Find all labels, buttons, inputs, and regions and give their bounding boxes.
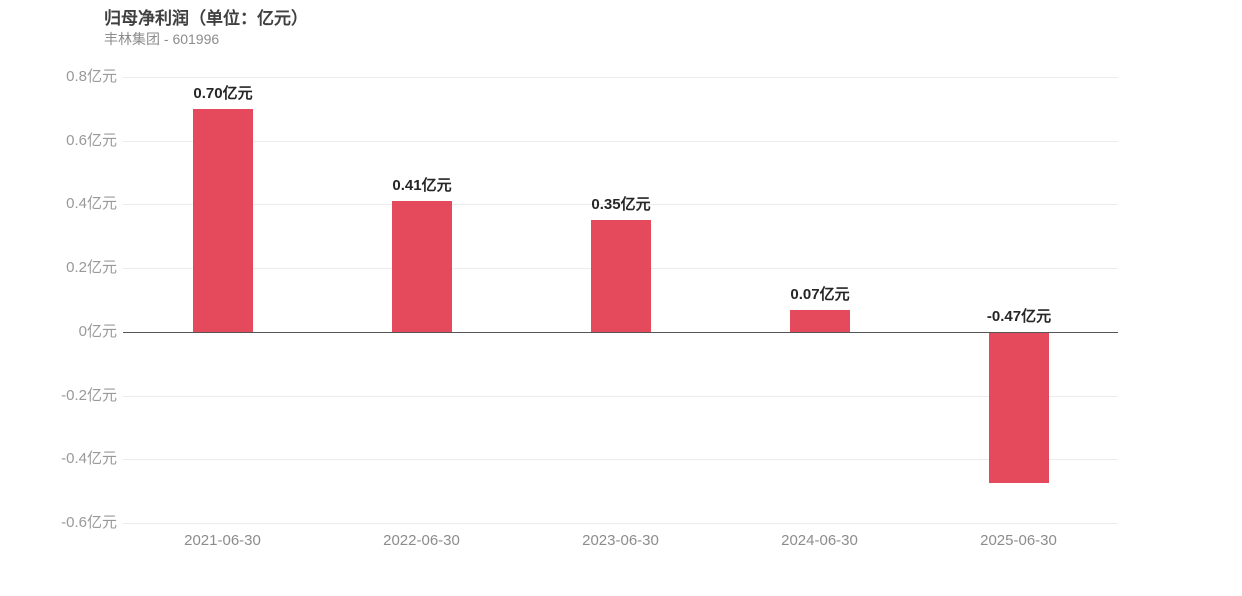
y-axis-tick-label: 0.2亿元: [66, 259, 117, 276]
gridline: [123, 459, 1118, 460]
gridline: [123, 77, 1118, 78]
y-axis-tick-label: 0.8亿元: [66, 68, 117, 85]
zero-axis-line: [123, 332, 1118, 333]
gridline: [123, 204, 1118, 205]
x-axis-tick-label: 2024-06-30: [781, 532, 858, 549]
x-axis-tick-label: 2025-06-30: [980, 532, 1057, 549]
bar-value-label: 0.07亿元: [790, 286, 850, 303]
bar: [790, 310, 850, 332]
y-axis-tick-label: 0.4亿元: [66, 195, 117, 212]
y-axis-tick-label: 0.6亿元: [66, 132, 117, 149]
chart-subtitle: 丰林集团 - 601996: [104, 31, 220, 47]
bar-value-label: 0.70亿元: [193, 85, 253, 102]
bar-value-label: 0.41亿元: [392, 177, 452, 194]
bar: [392, 201, 452, 332]
gridline: [123, 396, 1118, 397]
gridline: [123, 523, 1118, 524]
gridline: [123, 141, 1118, 142]
y-axis-tick-label: -0.6亿元: [61, 514, 117, 531]
bar: [193, 109, 253, 332]
x-axis-tick-label: 2021-06-30: [184, 532, 261, 549]
y-axis-tick-label: -0.2亿元: [61, 387, 117, 404]
x-axis-tick-label: 2023-06-30: [582, 532, 659, 549]
x-axis-tick-label: 2022-06-30: [383, 532, 460, 549]
bar-value-label: 0.35亿元: [591, 196, 651, 213]
bar: [591, 220, 651, 332]
bar: [989, 333, 1049, 483]
chart-title: 归母净利润（单位：亿元）: [104, 9, 308, 28]
y-axis-tick-label: -0.4亿元: [61, 450, 117, 467]
y-axis-tick-label: 0亿元: [78, 323, 117, 340]
bar-value-label: -0.47亿元: [986, 308, 1052, 325]
